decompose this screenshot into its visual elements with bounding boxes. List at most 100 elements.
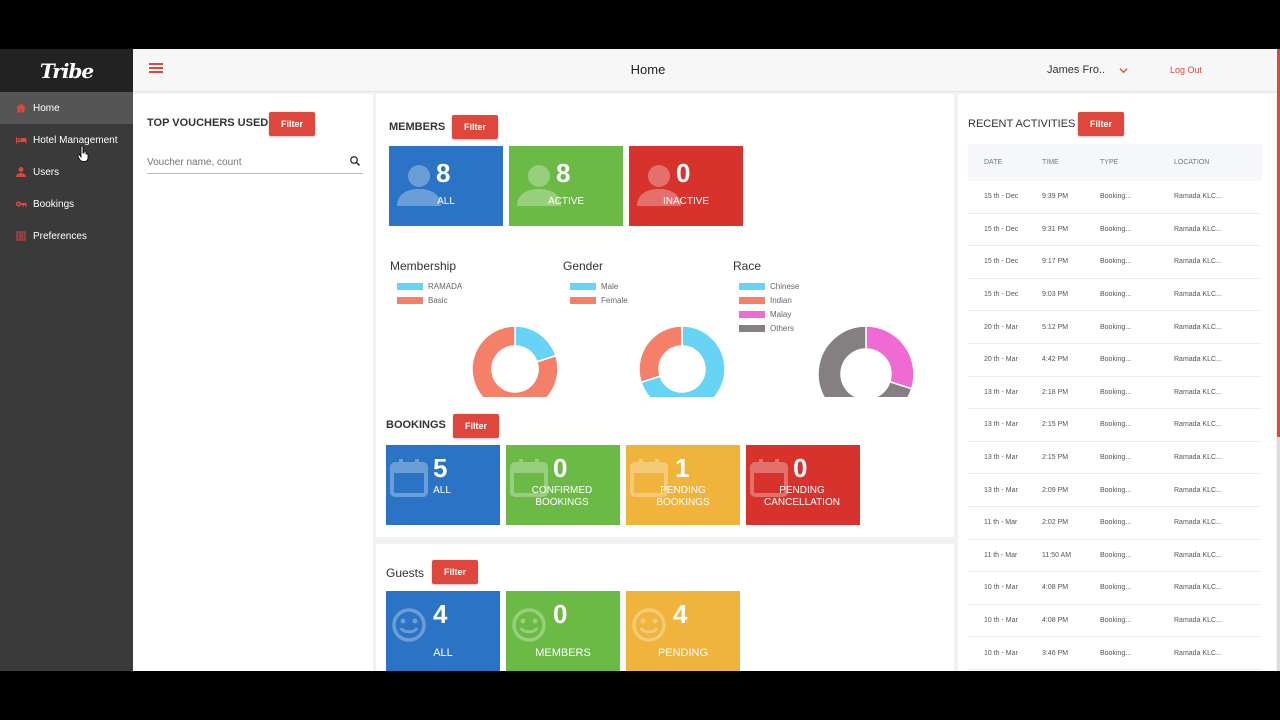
guests-tile-all[interactable]: 4 ALL (386, 591, 500, 671)
guests-filter-button[interactable]: Filter (432, 560, 478, 584)
sidebar-item-label: Users (33, 166, 60, 178)
tile-label: ALL (437, 196, 455, 207)
tile-label: INACTIVE (662, 196, 710, 207)
bookings-title: BOOKINGS (386, 419, 446, 431)
members-tile-all[interactable]: 8 ALL (389, 146, 503, 226)
table-cell: Ramada KLC... (1174, 258, 1222, 266)
legend-item[interactable]: RAMADA (397, 279, 462, 293)
column-header-type[interactable]: TYPE (1100, 159, 1119, 166)
table-cell: Booking... (1100, 454, 1132, 462)
bookings-tile-pending[interactable]: 1 PENDING BOOKINGS (626, 445, 740, 525)
table-row[interactable]: 15 th - Dec 9:31 PM Booking... Ramada KLC..… (968, 214, 1262, 247)
user-icon (517, 165, 561, 206)
donut-slice-malay[interactable] (865, 325, 915, 390)
hamburger-menu-icon[interactable] (149, 63, 163, 75)
scrollbar[interactable] (1277, 49, 1280, 671)
members-tile-inactive[interactable]: 0 INACTIVE (629, 146, 743, 226)
table-row[interactable]: 15 th - Dec 9:03 PM Booking... Ramada KLC..… (968, 279, 1262, 312)
table-cell: Ramada KLC... (1174, 421, 1222, 429)
table-row[interactable]: 20 th - Mar 5:12 PM Booking... Ramada KLC..… (968, 311, 1262, 344)
table-cell: Booking... (1100, 388, 1132, 396)
tile-label: ACTIVE (547, 196, 585, 207)
bookings-tile-confirmed[interactable]: 0 CONFIRMED BOOKINGS (506, 445, 620, 525)
table-row[interactable]: 10 th - Mar 3:46 PM Booking... Ramada KLC..… (968, 637, 1262, 670)
bed-icon (15, 134, 27, 146)
table-row[interactable]: 11 th - Mar 2:02 PM Booking... Ramada KLC..… (968, 507, 1262, 540)
sidebar-item-hotel-management[interactable]: Hotel Management (0, 124, 133, 156)
table-row[interactable]: 13 th - Mar 2:09 PM Booking... Ramada KLC..… (968, 474, 1262, 507)
table-row[interactable]: 10 th - Mar 4:08 PM Booking... Ramada KLC..… (968, 605, 1262, 638)
table-cell: Ramada KLC... (1174, 193, 1222, 201)
legend-item[interactable]: Malay (739, 307, 799, 321)
column-header-date[interactable]: DATE (984, 159, 1003, 166)
table-cell: 13 th - Mar (984, 388, 1018, 396)
logo[interactable]: Tribe (0, 49, 133, 92)
bookings-tile-pending-cancellation[interactable]: 0 PENDING CANCELLATION (746, 445, 860, 525)
table-cell: 15 th - Dec (984, 258, 1019, 266)
table-row[interactable]: 10 th - Mar 4:08 PM Booking... Ramada KLC..… (968, 572, 1262, 605)
table-cell: 13 th - Mar (984, 421, 1018, 429)
table-cell: Booking... (1100, 323, 1132, 331)
table-cell: Ramada KLC... (1174, 356, 1222, 364)
sidebar-item-bookings[interactable]: Bookings (0, 188, 133, 220)
chevron-down-icon[interactable] (1119, 66, 1128, 75)
list-icon (15, 230, 27, 242)
guests-tile-members[interactable]: 0 MEMBERS (506, 591, 620, 671)
table-cell: Ramada KLC... (1174, 323, 1222, 331)
table-cell: Booking... (1100, 649, 1132, 657)
tile-count: 0 (553, 453, 568, 483)
table-row[interactable]: 15 th - Dec 9:17 PM Booking... Ramada KLC..… (968, 246, 1262, 279)
donut-slice-female[interactable] (638, 325, 683, 384)
guests-tile-pending[interactable]: 4 PENDING (626, 591, 740, 671)
vouchers-title: TOP VOUCHERS USED (147, 117, 269, 129)
column-header-location[interactable]: LOCATION (1174, 159, 1210, 166)
table-cell: 2:02 PM (1042, 519, 1069, 527)
gender-donut-chart[interactable] (637, 324, 727, 414)
sidebar-item-preferences[interactable]: Preferences (0, 220, 133, 252)
table-row[interactable]: 15 th - Dec 9:39 PM Booking... Ramada KLC..… (968, 181, 1262, 214)
legend-item[interactable]: Female (570, 293, 628, 307)
column-header-time[interactable]: TIME (1042, 159, 1059, 166)
bookings-filter-button[interactable]: Filter (453, 414, 499, 438)
search-icon[interactable] (349, 155, 361, 167)
user-name[interactable]: James Fro.. (1047, 64, 1106, 76)
table-row[interactable]: 13 th - Mar 2:18 PM Booking... Ramada KLC..… (968, 377, 1262, 410)
table-row[interactable]: 13 th - Mar 2:15 PM Booking... Ramada KLC..… (968, 442, 1262, 475)
sidebar-item-home[interactable]: Home (0, 92, 133, 124)
table-cell: 10 th - Mar (984, 649, 1018, 657)
table-cell: Booking... (1100, 486, 1132, 494)
vouchers-filter-button[interactable]: Filter (269, 112, 315, 136)
members-filter-button[interactable]: Filter (452, 115, 498, 139)
table-cell: 11:50 AM (1042, 551, 1072, 559)
table-row[interactable]: 13 th - Mar 2:15 PM Booking... Ramada KLC..… (968, 409, 1262, 442)
table-row[interactable]: 20 th - Mar 4:42 PM Booking... Ramada KLC..… (968, 344, 1262, 377)
voucher-search-input[interactable] (147, 157, 337, 168)
header: Home James Fro.. Log Out (133, 49, 1277, 92)
table-cell: Ramada KLC... (1174, 388, 1222, 396)
activities-filter-button[interactable]: Filter (1078, 112, 1124, 136)
donut-slice-ramada[interactable] (514, 325, 557, 363)
table-cell: Ramada KLC... (1174, 584, 1222, 592)
membership-donut-chart[interactable] (470, 324, 560, 414)
legend-item[interactable]: Male (570, 279, 628, 293)
legend-item[interactable]: Basic (397, 293, 462, 307)
legend-item[interactable]: Chinese (739, 279, 799, 293)
legend-item[interactable]: Indian (739, 293, 799, 307)
sidebar-item-label: Preferences (33, 230, 87, 242)
activities-title: RECENT ACTIVITIES (968, 118, 1076, 130)
bookings-tile-all[interactable]: 5 ALL (386, 445, 500, 525)
table-cell: 3:46 PM (1042, 649, 1069, 657)
legend-item[interactable]: Others (739, 321, 799, 335)
table-cell: 20 th - Mar (984, 323, 1018, 331)
table-cell: Ramada KLC... (1174, 551, 1222, 559)
tile-label: ALL (433, 647, 453, 659)
table-row[interactable]: 11 th - Mar 11:50 AM Booking... Ramada KLC.… (968, 540, 1262, 573)
logout-link[interactable]: Log Out (1170, 65, 1203, 75)
scrollbar-thumb[interactable] (1277, 49, 1280, 437)
table-cell: Ramada KLC... (1174, 486, 1222, 494)
members-title: MEMBERS (389, 121, 446, 133)
sidebar-item-users[interactable]: Users (0, 156, 133, 188)
donut-slice-male[interactable] (640, 325, 726, 413)
members-tile-active[interactable]: 8 ACTIVE (509, 146, 623, 226)
sidebar-item-label: Hotel Management (33, 134, 118, 146)
